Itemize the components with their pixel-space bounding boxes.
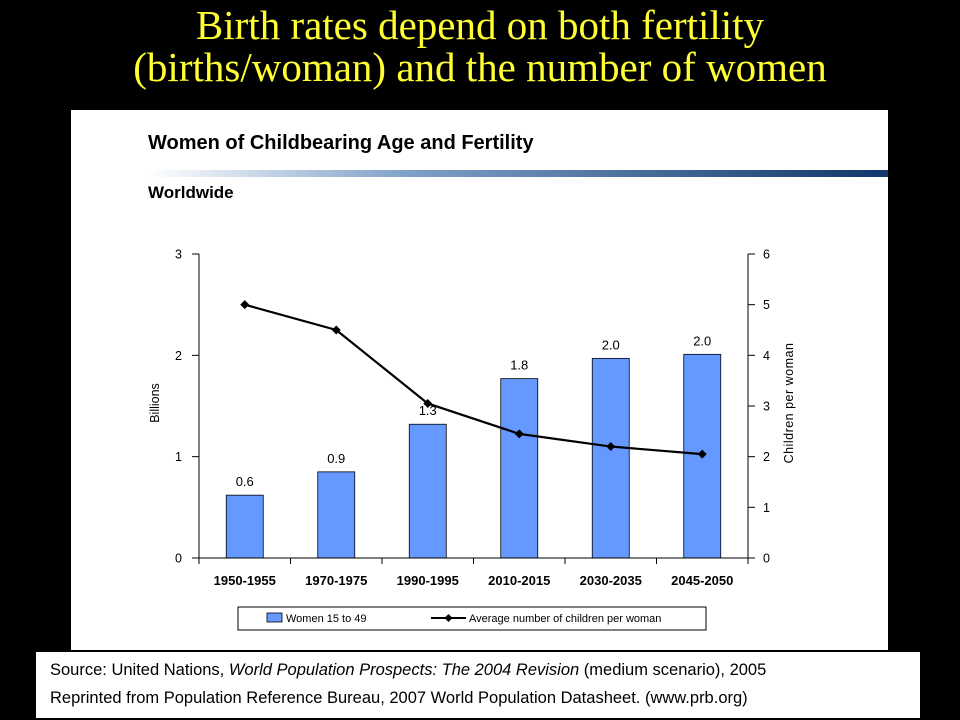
x-tick-label: 1990-1995 (397, 573, 459, 588)
y-tick-label: 0 (175, 552, 182, 566)
bar-value-label: 0.9 (327, 451, 345, 466)
chart-title: Women of Childbearing Age and Fertility (148, 132, 534, 154)
y-tick-label: 3 (175, 248, 182, 262)
source-suffix: (medium scenario), 2005 (579, 661, 767, 679)
chart-legend: Women 15 to 49 Average number of childre… (237, 606, 707, 631)
chart-subtitle: Worldwide (148, 183, 234, 202)
chart-title-rule (148, 170, 888, 177)
slide-title: Birth rates depend on both fertility (bi… (0, 4, 960, 88)
y2-tick-label: 0 (763, 552, 770, 566)
bar (317, 471, 356, 559)
y-tick-label: 1 (175, 450, 182, 464)
fertility-line (244, 303, 703, 456)
slide-title-line-2: (births/woman) and the number of women (133, 44, 827, 90)
x-tick-label: 1950-1955 (214, 573, 276, 588)
bar (500, 378, 539, 559)
source-line-1: Source: United Nations, World Population… (50, 656, 766, 685)
source-line-2: Reprinted from Population Reference Bure… (50, 689, 748, 707)
fertility-chart: Women of Childbearing Age and Fertility … (148, 132, 888, 631)
bar (225, 494, 264, 559)
source-publication-title: World Population Prospects: The 2004 Rev… (228, 661, 580, 679)
legend-label-bars: Women 15 to 49 (286, 613, 367, 625)
source-prefix: Source: United Nations, (50, 661, 229, 679)
y2-tick-label: 4 (763, 349, 770, 363)
fertility-point (606, 442, 616, 452)
legend-marker-diamond (444, 614, 453, 622)
fertility-point (423, 398, 433, 408)
x-tick-label: 2045-2050 (671, 573, 733, 588)
bar-value-label: 2.0 (602, 337, 620, 352)
plot-area: 0.6 0.9 1.3 1.8 2.0 2.0 0 1 2 3 0 1 2 3 4 5 6 1950-1955 19… (175, 248, 770, 589)
y2-tick-label: 3 (763, 400, 770, 414)
bar-value-label: 0.6 (236, 474, 254, 489)
x-tick-label: 2010-2015 (488, 573, 550, 588)
x-tick-label: 1970-1975 (305, 573, 367, 588)
bar-value-label: 1.8 (510, 358, 528, 373)
source-box: Source: United Nations, World Population… (36, 652, 920, 718)
y2-tick-label: 5 (763, 298, 770, 312)
fertility-point (240, 300, 250, 310)
fertility-point (331, 325, 341, 335)
y2-axis-label: Children per woman (782, 343, 796, 464)
bar-value-label: 1.3 (419, 403, 437, 418)
y2-tick-label: 6 (763, 248, 770, 262)
x-tick-label: 2030-2035 (580, 573, 642, 588)
fertility-point (514, 429, 524, 439)
bar (591, 357, 630, 559)
bar (408, 423, 447, 559)
bar-value-label: 2.0 (693, 333, 711, 348)
legend-box (237, 606, 707, 631)
y-tick-label: 2 (175, 349, 182, 363)
legend-label-line: Average number of children per woman (469, 613, 661, 625)
y-axis-label: Billions (148, 383, 162, 423)
fertility-point (697, 449, 707, 459)
chart-panel: Women of Childbearing Age and Fertility … (71, 110, 888, 650)
y2-tick-label: 2 (763, 450, 770, 464)
legend-swatch-bars (266, 612, 283, 623)
y2-tick-label: 1 (763, 501, 770, 515)
slide-title-line-1: Birth rates depend on both fertility (195, 2, 765, 48)
